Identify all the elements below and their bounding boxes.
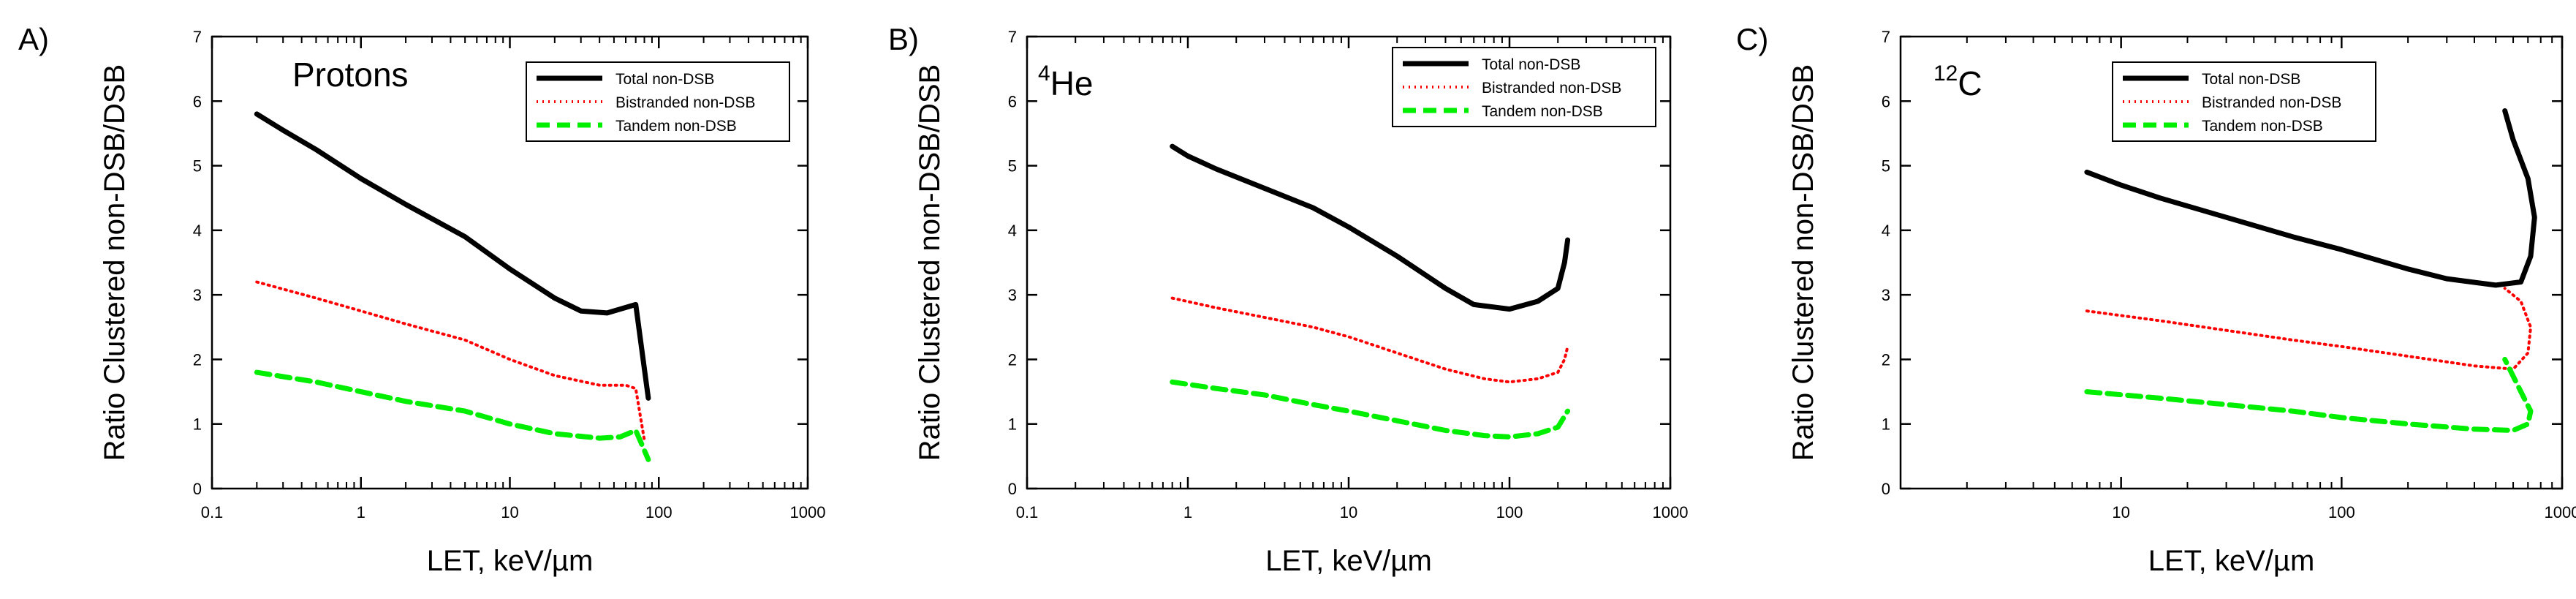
x-tick-label: 100 (645, 503, 673, 521)
legend-entry: Bistranded non-DSB (2202, 94, 2341, 111)
y-tick-label: 3 (193, 286, 202, 304)
particle-annotation: 4He (1038, 61, 1094, 102)
y-axis-label: Ratio Clustered non-DSB/DSB (99, 64, 131, 461)
particle-annotation: 12C (1933, 61, 1982, 102)
series-line-bistranded-non-dsb (1170, 296, 1569, 384)
legend-entry: Tandem non-DSB (615, 118, 737, 135)
chart-panel-1: A) 0 1 2 3 4 5 6 7 0.1 1 10 100 1000 LET, keV/µm Ratio … (18, 22, 825, 577)
y-tick-label: 7 (1882, 28, 1890, 46)
y-tick-label: 5 (193, 157, 202, 176)
legend-entry: Tandem non-DSB (2202, 118, 2323, 135)
x-tick-label: 100 (2328, 503, 2355, 521)
annotation-text: C (1958, 64, 1982, 102)
legend-entry: Total non-DSB (2202, 71, 2300, 88)
y-tick-label: 0 (1008, 480, 1017, 498)
y-tick-label: 6 (1882, 92, 1890, 110)
y-axis-label: Ratio Clustered non-DSB/DSB (914, 64, 946, 461)
y-tick-label: 2 (1008, 350, 1017, 369)
x-tick-label: 10 (2112, 503, 2129, 521)
legend-box (526, 61, 790, 142)
x-tick-label: 0.1 (201, 503, 224, 521)
x-tick-label: 1000 (2545, 503, 2576, 521)
annotation-text: He (1050, 64, 1094, 102)
x-axis-label: LET, keV/µm (1265, 545, 1432, 577)
legend-entry: Total non-DSB (615, 71, 714, 88)
x-tick-label: 1000 (790, 503, 826, 521)
y-tick-label: 3 (1008, 286, 1017, 304)
series-line-bistranded-non-dsb (2085, 287, 2532, 371)
y-tick-label: 1 (1882, 415, 1890, 434)
series-line-tandem-non-dsb (254, 369, 651, 462)
x-axis-label: LET, keV/µm (427, 545, 594, 577)
legend-entry: Total non-DSB (1482, 56, 1580, 73)
legend-entry: Bistranded non-DSB (615, 94, 755, 111)
x-tick-label: 1 (357, 503, 365, 521)
series-line-tandem-non-dsb (1170, 379, 1571, 440)
y-tick-label: 5 (1882, 157, 1890, 176)
legend-entry: Tandem non-DSB (1482, 103, 1603, 120)
y-tick-label: 2 (1882, 350, 1890, 369)
series-line-bistranded-non-dsb (255, 280, 646, 442)
y-tick-label: 7 (193, 28, 202, 46)
x-tick-label: 1 (1183, 503, 1192, 521)
y-tick-label: 1 (1008, 415, 1017, 434)
x-tick-label: 10 (1340, 503, 1357, 521)
y-tick-label: 2 (193, 350, 202, 369)
y-tick-label: 5 (1008, 157, 1017, 176)
x-axis-label: LET, keV/µm (2148, 545, 2315, 577)
legend-box (2112, 61, 2376, 142)
y-tick-label: 6 (1008, 92, 1017, 110)
x-tick-label: 0.1 (1016, 503, 1039, 521)
panel-label: A) (18, 22, 49, 56)
annotation-superscript: 12 (1933, 61, 1958, 86)
y-tick-label: 1 (193, 415, 202, 434)
y-tick-label: 4 (193, 222, 202, 240)
x-tick-label: 100 (1496, 503, 1523, 521)
series-line-total-non-dsb (2084, 108, 2537, 288)
legend-entry: Bistranded non-DSB (1482, 80, 1621, 97)
y-tick-label: 0 (1882, 480, 1890, 498)
legend-box (1392, 47, 1656, 127)
x-tick-label: 1000 (1653, 503, 1689, 521)
panel-label: C) (1736, 22, 1768, 56)
plot-frame (1899, 35, 2564, 490)
y-tick-label: 7 (1008, 28, 1017, 46)
y-tick-label: 4 (1882, 222, 1890, 240)
particle-annotation: Protons (292, 56, 409, 94)
y-tick-label: 4 (1008, 222, 1017, 240)
y-tick-label: 0 (193, 480, 202, 498)
y-axis-label: Ratio Clustered non-DSB/DSB (1787, 64, 1819, 461)
series-line-total-non-dsb (1170, 143, 1571, 312)
series-line-total-non-dsb (254, 111, 651, 401)
y-tick-label: 6 (193, 92, 202, 110)
x-tick-label: 10 (501, 503, 518, 521)
annotation-superscript: 4 (1038, 61, 1050, 86)
panel-label: B) (888, 22, 919, 56)
y-tick-label: 3 (1882, 286, 1890, 304)
chart-panel-2: B) 0 1 2 3 4 5 6 7 0.1 1 10 100 1000 LET, keV/µm Ratio … (888, 22, 1688, 577)
series-line-tandem-non-dsb (2084, 356, 2534, 433)
